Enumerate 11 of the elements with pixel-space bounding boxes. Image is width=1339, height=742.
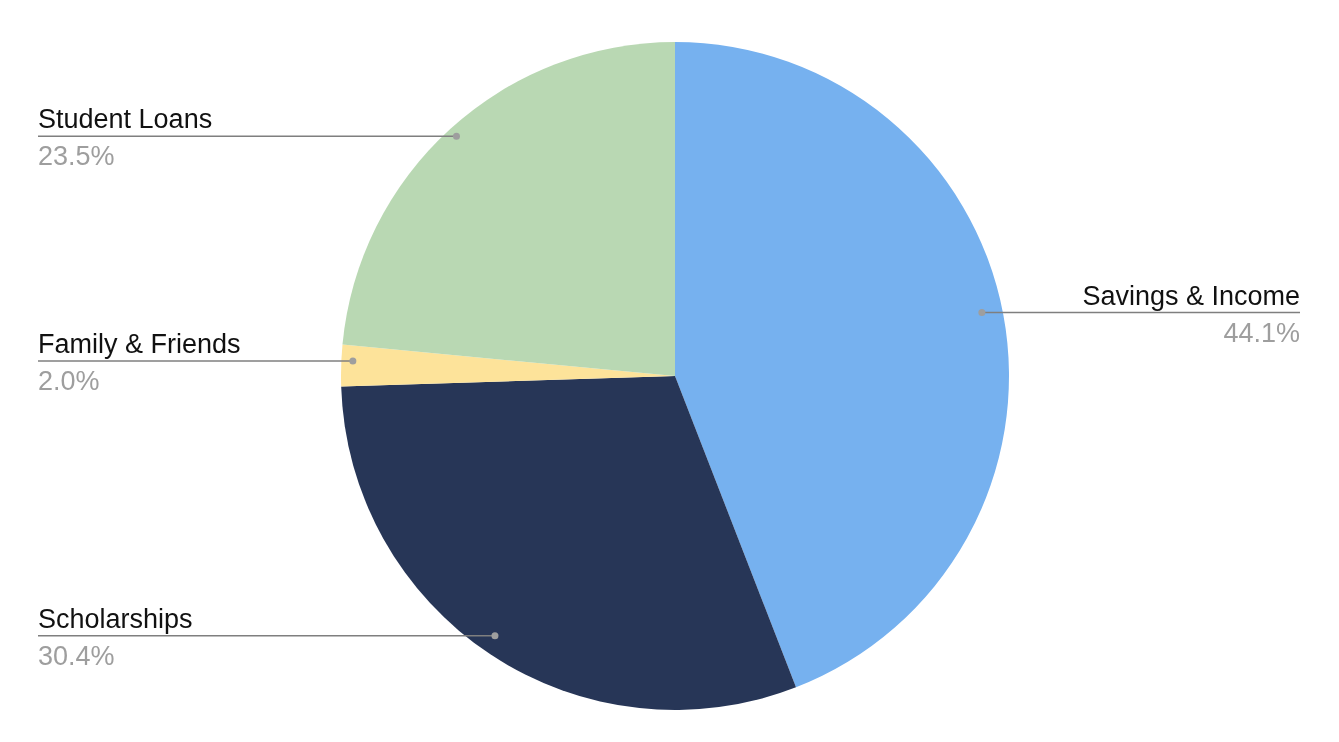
slice-label: Family & Friends	[38, 329, 241, 360]
pie-slice	[341, 376, 796, 710]
slice-label: Savings & Income	[1082, 280, 1300, 311]
slice-label: Scholarships	[38, 603, 193, 634]
data-label: 30.4%	[38, 640, 115, 671]
data-label: 44.1%	[1223, 317, 1300, 348]
data-label: 23.5%	[38, 141, 115, 172]
pie-slice	[342, 42, 675, 376]
data-label: 2.0%	[38, 366, 100, 397]
slice-label: Student Loans	[38, 104, 213, 135]
pie-slice	[675, 42, 1009, 688]
